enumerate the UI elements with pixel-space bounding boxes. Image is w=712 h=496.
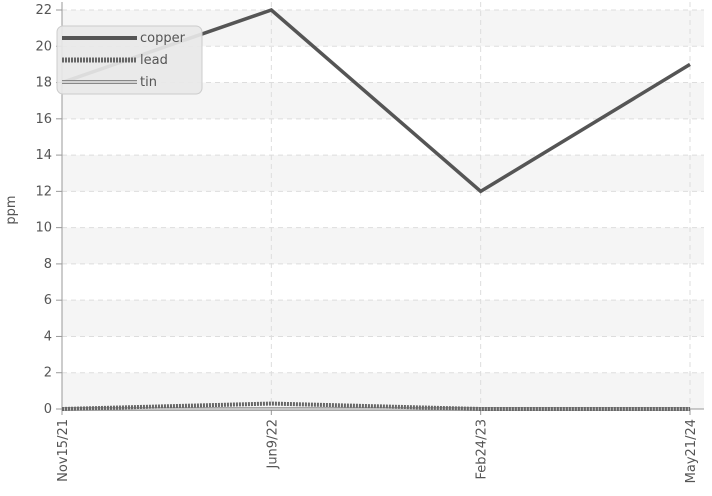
background-band [62,300,704,337]
y-tick-label: 20 [35,39,52,54]
y-tick-label: 8 [44,257,52,272]
tick-labels: 0 2 4 6 8 10 12 14 16 18 20 22 Nov15/21 Jun9/22 Feb24/… [35,3,699,483]
y-tick-label: 12 [35,184,52,199]
x-tick-label: Jun9/22 [265,419,280,470]
background-band [62,372,704,409]
background-band [62,227,704,264]
x-tick-label: May21/24 [684,419,699,483]
y-tick-label: 18 [35,76,52,91]
y-tick-label: 4 [44,329,52,344]
legend-label: tin [140,75,157,90]
legend-item-copper: copper [62,31,186,46]
background-bands [62,10,704,409]
y-axis-title: ppm [4,195,19,224]
legend: copper lead tin [56,25,203,95]
y-tick-label: 2 [44,366,52,381]
y-tick-label: 0 [44,402,52,417]
y-tick-label: 6 [44,293,52,308]
legend-item-tin: tin [62,75,157,90]
x-tick-label: Nov15/21 [56,419,71,482]
legend-item-lead: lead [62,53,168,68]
series-line-lead [61,401,690,411]
y-tick-label: 16 [35,112,52,127]
background-band [62,155,704,192]
legend-label: copper [140,31,186,46]
y-tick-label: 14 [35,148,52,163]
y-tick-label: 10 [35,221,52,236]
y-tick-label: 22 [35,3,52,18]
x-tick-label: Feb24/23 [475,419,490,479]
legend-label: lead [140,53,168,68]
